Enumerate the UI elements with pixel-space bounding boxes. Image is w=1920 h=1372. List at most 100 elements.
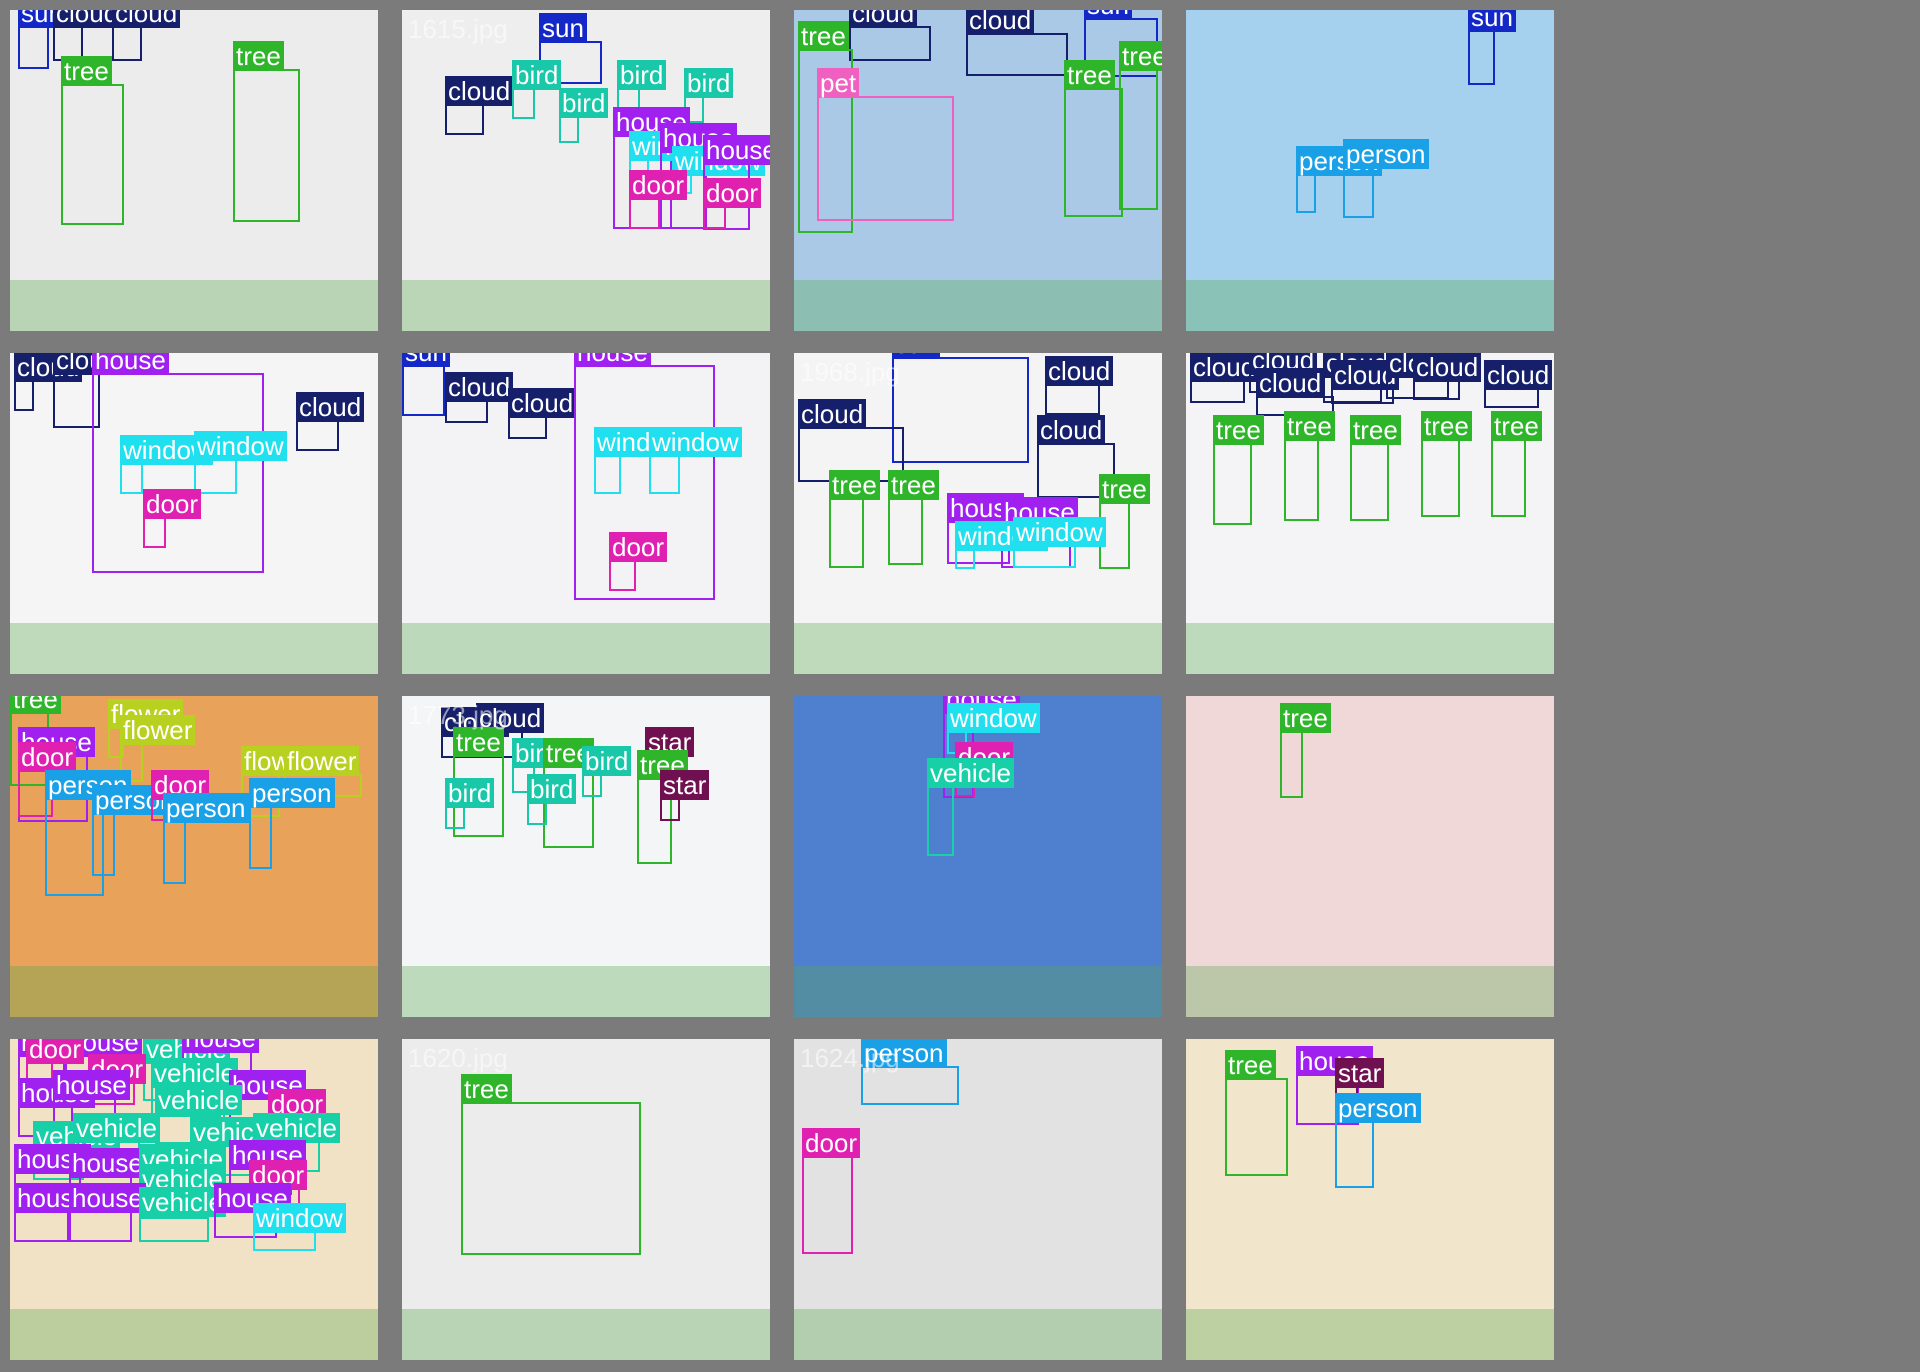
detection-box-door[interactable]: door [26, 1039, 85, 1085]
detection-box-cloud[interactable]: cloud [966, 10, 1068, 76]
detection-box-house[interactable]: house [53, 1070, 130, 1129]
detection-box-bird[interactable]: bird [684, 68, 734, 123]
detection-box-tree[interactable]: tree [1119, 41, 1162, 210]
detection-box-window[interactable]: window [947, 703, 1040, 754]
detection-box-sun[interactable]: sun [402, 353, 450, 416]
detection-box-tree[interactable]: tree [233, 41, 300, 222]
detection-box-tree[interactable]: tree [1280, 703, 1331, 798]
detection-box-bird[interactable]: bird [559, 88, 609, 143]
detection-box-cloud[interactable]: cloud [798, 399, 904, 482]
detection-box-cloud[interactable]: cloud [53, 10, 122, 61]
detection-box-person[interactable]: person [1335, 1093, 1421, 1188]
detection-box-cloud[interactable]: cloud [1484, 360, 1553, 408]
detection-box-tree[interactable]: tree [1064, 60, 1123, 217]
image-tile[interactable]: cloud cloud house cloud window window door [2, 345, 386, 682]
detection-box-pet[interactable]: pet [817, 68, 954, 221]
detection-box-cloud[interactable]: cloud [112, 10, 181, 61]
detection-box-cloud[interactable]: cloud [1037, 415, 1115, 498]
detection-box-person[interactable]: person [1296, 146, 1382, 213]
detection-box-house[interactable]: house [14, 1183, 91, 1242]
image-tile[interactable]: treehousestarperson [1178, 1031, 1562, 1368]
detection-box-window[interactable]: window [649, 427, 742, 494]
image-tile[interactable]: househousedoorvehiclehousedoorvehiclehou… [2, 1031, 386, 1368]
detection-box-person[interactable]: person [249, 778, 335, 869]
image-tile[interactable]: cloudcloudcloudcloudcloudcloudcloudcloud… [1178, 345, 1562, 682]
detection-box-vehicle[interactable]: vehicle [139, 1187, 226, 1242]
detection-box-tree[interactable]: tree [1421, 411, 1472, 517]
detection-box-tree[interactable]: tree [1284, 411, 1335, 521]
image-tile[interactable]: sun person person [1178, 2, 1562, 339]
image-tile[interactable]: housewindowdoorvehicle [786, 688, 1170, 1025]
detection-box-house[interactable]: house [69, 1183, 146, 1242]
image-tile[interactable]: 1773.jpgcloudcloudtreebirdtreebirdbirdbi… [394, 688, 778, 1025]
detection-box-tree[interactable]: tree [1225, 1050, 1288, 1176]
detection-box-tree[interactable]: tree [1350, 415, 1401, 521]
detection-box-flower[interactable]: flower [284, 746, 362, 797]
detection-box-door[interactable]: door [703, 178, 762, 229]
image-tile[interactable]: tree [1178, 688, 1562, 1025]
image-tile[interactable]: 1624.jpg person door [786, 1031, 1170, 1368]
detection-box-door[interactable]: door [143, 489, 202, 548]
detection-box-cloud[interactable]: cloud [445, 76, 514, 135]
detection-box-vehicle[interactable]: vehicle [155, 1085, 242, 1144]
detection-box-cloud[interactable]: cloud [1331, 360, 1400, 404]
detection-box-window[interactable]: window [194, 431, 287, 494]
detection-box-window[interactable]: window [594, 427, 687, 494]
image-tile[interactable]: treeflowerflowerhousedoorflowerflowerper… [2, 688, 386, 1025]
detection-box-flower[interactable]: flower [120, 715, 196, 782]
detection-box-person[interactable]: person [861, 1039, 959, 1105]
detection-box-person[interactable]: person [1343, 139, 1429, 218]
detection-box-sun[interactable]: sun [1468, 10, 1516, 85]
detection-box-tree[interactable]: tree [461, 1074, 641, 1255]
image-tile[interactable]: 1620.jpg tree [394, 1031, 778, 1368]
detection-box-bird[interactable]: bird [512, 60, 562, 119]
detection-box-window[interactable]: window [955, 521, 1048, 569]
image-tile[interactable]: cloudcloudsuntreepettreetree [786, 2, 1170, 339]
detection-box-sun[interactable]: sun [18, 10, 66, 69]
detection-box-tree[interactable]: tree [1213, 415, 1264, 525]
detection-box-house[interactable]: house [69, 1148, 146, 1203]
image-tile[interactable]: 1615.jpgsuncloudbirdbirdbirdbirdhousewin… [394, 2, 778, 339]
detection-box-star[interactable]: star [660, 770, 710, 821]
detection-box-bird[interactable]: bird [527, 774, 577, 825]
detection-box-cloud[interactable]: cloud [1413, 353, 1482, 400]
detection-box-house[interactable]: house [92, 353, 264, 573]
detection-box-cloud[interactable]: cloud [849, 10, 931, 61]
detection-box-tree[interactable]: tree [10, 696, 61, 786]
detection-box-door[interactable]: door [802, 1128, 861, 1254]
detection-box-house[interactable]: house [574, 353, 715, 600]
detection-box-window[interactable]: window [120, 435, 213, 494]
detection-box-sun[interactable]: sun [892, 353, 1029, 463]
detection-box-tree[interactable]: tree [829, 470, 880, 568]
detection-box-bird[interactable]: bird [582, 746, 632, 797]
detection-box-tree[interactable]: tree [1491, 411, 1542, 517]
detection-box-vehicle[interactable]: vehicle [927, 758, 1014, 856]
detection-box-bird[interactable]: bird [617, 60, 667, 115]
detection-box-cloud[interactable]: cloud [445, 372, 514, 423]
detection-box-house[interactable]: house [214, 1183, 291, 1238]
detection-box-tree[interactable]: tree [888, 470, 939, 565]
detection-box-tree[interactable]: tree [453, 727, 504, 837]
detection-box-star[interactable]: star [1335, 1058, 1385, 1113]
detection-box-house[interactable]: house [703, 135, 770, 230]
detection-box-vehicle[interactable]: vehicle [253, 1113, 340, 1172]
detection-box-person[interactable]: person [163, 793, 249, 884]
detection-box-window[interactable]: window [1013, 517, 1106, 568]
detection-box-cloud[interactable]: cloud [1045, 356, 1114, 415]
detection-box-window[interactable]: window [253, 1203, 346, 1251]
image-tile[interactable]: sun cloud cloud tree tree [2, 2, 386, 339]
detection-box-cloud[interactable]: cloud [14, 353, 83, 411]
detection-box-person[interactable]: person [92, 785, 178, 876]
image-tile[interactable]: 1968.jpgsuncloudcloudcloudtreetreetreeho… [786, 345, 1170, 682]
detection-box-cloud[interactable]: cloud [296, 392, 365, 451]
detection-box-tree[interactable]: tree [798, 21, 853, 233]
detection-box-sun[interactable]: sun [539, 13, 602, 84]
detection-box-bird[interactable]: bird [445, 778, 495, 829]
detection-box-cloud[interactable]: cloud [1190, 353, 1259, 403]
detection-box-cloud[interactable]: cloud [1256, 368, 1334, 416]
detection-box-cloud[interactable]: cloud [508, 388, 577, 439]
detection-box-door[interactable]: door [609, 532, 668, 591]
detection-box-tree[interactable]: tree [61, 56, 124, 225]
detection-box-vehicle[interactable]: vehicle [73, 1113, 160, 1172]
